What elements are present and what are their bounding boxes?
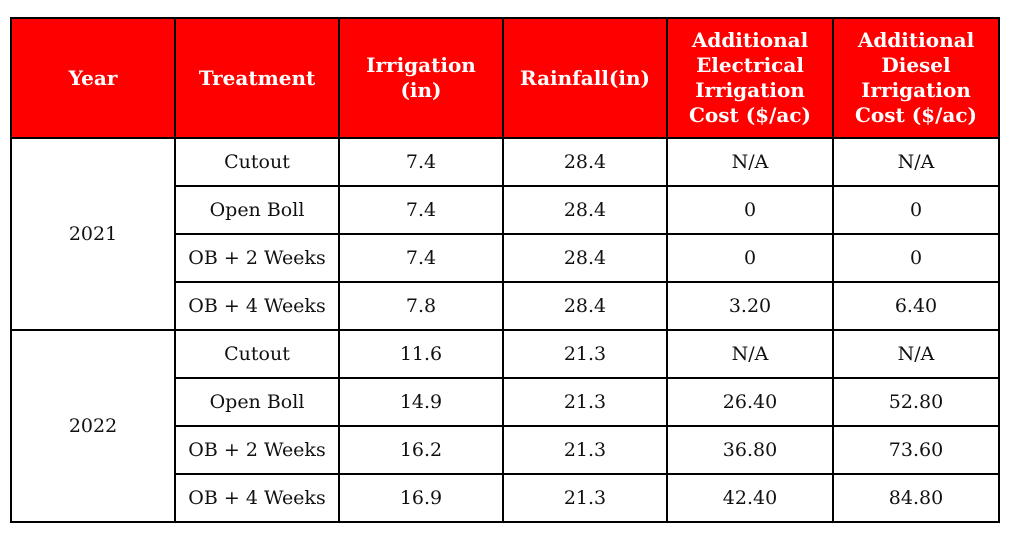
- irrigation-cell: 14.9: [338, 377, 504, 427]
- treatment-cell: OB + 4 Weeks: [174, 281, 340, 331]
- header-irrigation: Irrigation (in): [338, 17, 504, 139]
- diesel-cost-cell: N/A: [832, 137, 1000, 187]
- rainfall-cell: 21.3: [502, 329, 668, 379]
- year-cell: 2021: [10, 137, 176, 331]
- table-row: OB + 4 Weeks 7.8 28.4 3.20 6.40: [11, 281, 1000, 331]
- rainfall-cell: 21.3: [502, 425, 668, 475]
- irrigation-cell: 7.4: [338, 233, 504, 283]
- irrigation-cell: 7.4: [338, 137, 504, 187]
- diesel-cost-cell: 6.40: [832, 281, 1000, 331]
- treatment-cell: Open Boll: [174, 185, 340, 235]
- table-row: OB + 4 Weeks 16.9 21.3 42.40 84.80: [11, 473, 1000, 523]
- table-row: 2022 Cutout 11.6 21.3 N/A N/A: [10, 329, 1000, 523]
- electrical-cost-cell: N/A: [666, 137, 834, 187]
- table-row: Open Boll 14.9 21.3 26.40 52.80: [11, 377, 1000, 427]
- diesel-cost-cell: 0: [832, 185, 1000, 235]
- irrigation-cell: 16.2: [338, 425, 504, 475]
- rainfall-cell: 21.3: [502, 473, 668, 523]
- rainfall-cell: 21.3: [502, 377, 668, 427]
- diesel-cost-cell: N/A: [832, 329, 1000, 379]
- treatment-cell: Open Boll: [174, 377, 340, 427]
- table-row: 2021 Cutout 7.4 28.4 N/A N/A: [10, 137, 1000, 331]
- header-electrical-cost: Additional Electrical Irrigation Cost ($…: [666, 17, 834, 139]
- electrical-cost-cell: 42.40: [666, 473, 834, 523]
- diesel-cost-cell: 0: [832, 233, 1000, 283]
- electrical-cost-cell: N/A: [666, 329, 834, 379]
- treatment-cell: Cutout: [174, 137, 340, 187]
- rainfall-cell: 28.4: [502, 281, 668, 331]
- diesel-cost-cell: 84.80: [832, 473, 1000, 523]
- rainfall-cell: 28.4: [502, 185, 668, 235]
- irrigation-cell: 16.9: [338, 473, 504, 523]
- treatment-cell: OB + 2 Weeks: [174, 233, 340, 283]
- diesel-cost-cell: 52.80: [832, 377, 1000, 427]
- treatment-cell: Cutout: [174, 329, 340, 379]
- table-row: OB + 2 Weeks 7.4 28.4 0 0: [11, 233, 1000, 283]
- year-cell: 2022: [10, 329, 176, 523]
- header-rainfall: Rainfall(in): [502, 17, 668, 139]
- rainfall-cell: 28.4: [502, 233, 668, 283]
- irrigation-cell: 7.8: [338, 281, 504, 331]
- electrical-cost-cell: 0: [666, 233, 834, 283]
- irrigation-cost-table-container: Year Treatment Irrigation (in) Rainfall(…: [10, 17, 1000, 523]
- header-year: Year: [10, 17, 176, 139]
- electrical-cost-cell: 36.80: [666, 425, 834, 475]
- electrical-cost-cell: 26.40: [666, 377, 834, 427]
- treatment-cell: OB + 4 Weeks: [174, 473, 340, 523]
- irrigation-cell: 7.4: [338, 185, 504, 235]
- diesel-cost-cell: 73.60: [832, 425, 1000, 475]
- irrigation-cost-table: Year Treatment Irrigation (in) Rainfall(…: [10, 17, 1000, 523]
- electrical-cost-cell: 0: [666, 185, 834, 235]
- electrical-cost-cell: 3.20: [666, 281, 834, 331]
- header-row: Year Treatment Irrigation (in) Rainfall(…: [10, 17, 1000, 139]
- table-row: OB + 2 Weeks 16.2 21.3 36.80 73.60: [11, 425, 1000, 475]
- header-diesel-cost: Additional Diesel Irrigation Cost ($/ac): [832, 17, 1000, 139]
- irrigation-cell: 11.6: [338, 329, 504, 379]
- header-treatment: Treatment: [174, 17, 340, 139]
- rainfall-cell: 28.4: [502, 137, 668, 187]
- table-row: Open Boll 7.4 28.4 0 0: [11, 185, 1000, 235]
- treatment-cell: OB + 2 Weeks: [174, 425, 340, 475]
